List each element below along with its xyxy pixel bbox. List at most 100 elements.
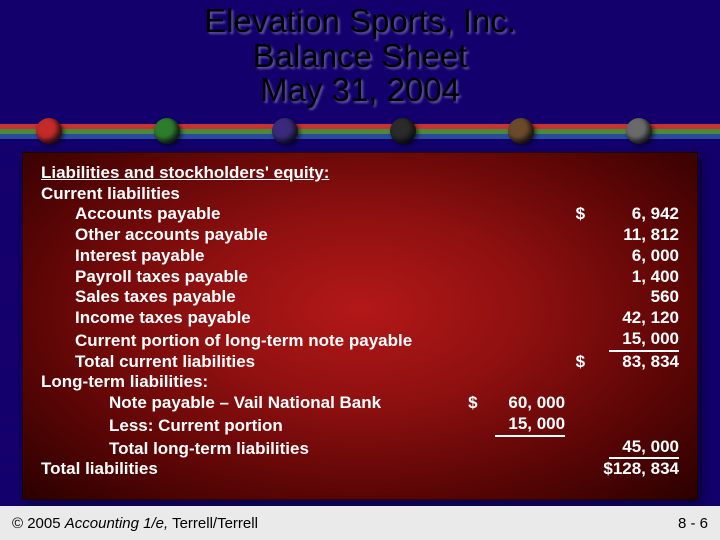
row-label: Income taxes payable: [41, 308, 458, 329]
amount-col-2: 1, 400: [585, 267, 679, 288]
row-label: Total current liabilities: [41, 352, 458, 373]
amount-col-2: 15, 000: [585, 329, 679, 352]
currency-symbol: [458, 246, 478, 267]
stripe-dot: [390, 118, 416, 144]
amount-col-1: 60, 000: [478, 393, 566, 414]
currency-symbol: [458, 287, 478, 308]
amount-col-1: [478, 246, 566, 267]
amount-col-2: [585, 184, 679, 205]
copyright-title: Accounting 1/e,: [65, 515, 168, 532]
amount-col-1: [478, 459, 566, 480]
amount-col-2: 11, 812: [585, 225, 679, 246]
row-label: Less: Current portion: [41, 414, 458, 437]
copyright-authors: Terrell/Terrell: [168, 515, 258, 532]
row-label: Total liabilities: [41, 459, 458, 480]
row-label: Interest payable: [41, 246, 458, 267]
amount-col-1: [478, 308, 566, 329]
table-row: Total liabilities $128, 834: [41, 459, 679, 480]
currency-symbol: [458, 414, 478, 437]
stripe-dot: [154, 118, 180, 144]
currency-symbol: [565, 414, 585, 437]
table-row: Other accounts payable 11, 812: [41, 225, 679, 246]
stripe-dot: [508, 118, 534, 144]
row-label: Current portion of long-term note payabl…: [41, 329, 458, 352]
currency-symbol: [458, 437, 478, 460]
currency-symbol: [458, 372, 478, 393]
currency-symbol: [565, 287, 585, 308]
amount-col-2: 83, 834: [585, 352, 679, 373]
section-header: Liabilities and stockholders' equity:: [41, 163, 679, 184]
stripe-bar: [0, 134, 720, 139]
row-label: Long-term liabilities:: [41, 372, 458, 393]
currency-symbol: $: [565, 204, 585, 225]
currency-symbol: $: [458, 393, 478, 414]
row-label: Total long-term liabilities: [41, 437, 458, 460]
stripe-dot: [272, 118, 298, 144]
amount-col-1: [478, 267, 566, 288]
table-row: Total current liabilities $83, 834: [41, 352, 679, 373]
currency-symbol: [458, 459, 478, 480]
amount-col-2: [585, 393, 679, 414]
table-row: Long-term liabilities:: [41, 372, 679, 393]
row-label: Accounts payable: [41, 204, 458, 225]
currency-symbol: [565, 329, 585, 352]
amount-col-2: 560: [585, 287, 679, 308]
amount-col-1: 15, 000: [478, 414, 566, 437]
currency-symbol: [458, 204, 478, 225]
currency-symbol: [565, 184, 585, 205]
title-line-3: May 31, 2004: [0, 73, 720, 108]
balance-sheet-panel: Liabilities and stockholders' equity:Cur…: [22, 152, 698, 500]
currency-symbol: $: [565, 352, 585, 373]
slide-title-block: Elevation Sports, Inc. Balance Sheet May…: [0, 0, 720, 108]
currency-symbol: [458, 184, 478, 205]
amount-col-1: [478, 329, 566, 352]
table-row: Current liabilities: [41, 184, 679, 205]
title-line-1: Elevation Sports, Inc.: [0, 4, 720, 39]
copyright-prefix: © 2005: [12, 515, 65, 532]
amount-col-2: [585, 372, 679, 393]
currency-symbol: [565, 246, 585, 267]
table-row: Sales taxes payable 560: [41, 287, 679, 308]
currency-symbol: [565, 225, 585, 246]
amount-col-2: [585, 414, 679, 437]
row-label: Payroll taxes payable: [41, 267, 458, 288]
row-label: Other accounts payable: [41, 225, 458, 246]
currency-symbol: [458, 329, 478, 352]
title-line-2: Balance Sheet: [0, 39, 720, 74]
amount-col-1: [478, 184, 566, 205]
amount-col-1: [478, 204, 566, 225]
currency-symbol: [458, 225, 478, 246]
decorative-stripe: [0, 114, 720, 148]
currency-symbol: [458, 267, 478, 288]
currency-symbol: [565, 372, 585, 393]
amount-col-1: [478, 437, 566, 460]
slide-footer: © 2005 Accounting 1/e, Terrell/Terrell 8…: [0, 506, 720, 540]
amount-col-2: $128, 834: [585, 459, 679, 480]
amount-col-1: [478, 225, 566, 246]
table-row: Accounts payable $6, 942: [41, 204, 679, 225]
currency-symbol: [565, 267, 585, 288]
stripe-dot: [626, 118, 652, 144]
currency-symbol: [565, 308, 585, 329]
table-row: Interest payable 6, 000: [41, 246, 679, 267]
table-row: Current portion of long-term note payabl…: [41, 329, 679, 352]
currency-symbol: [565, 393, 585, 414]
row-label: Sales taxes payable: [41, 287, 458, 308]
copyright: © 2005 Accounting 1/e, Terrell/Terrell: [12, 515, 258, 532]
row-label: Note payable – Vail National Bank: [41, 393, 458, 414]
amount-col-2: 6, 942: [585, 204, 679, 225]
amount-col-2: 6, 000: [585, 246, 679, 267]
table-row: Less: Current portion 15, 000: [41, 414, 679, 437]
page-number: 8 - 6: [678, 515, 708, 532]
amount-col-1: [478, 352, 566, 373]
currency-symbol: [565, 459, 585, 480]
table-row: Note payable – Vail National Bank$60, 00…: [41, 393, 679, 414]
currency-symbol: [458, 352, 478, 373]
balance-sheet-table: Liabilities and stockholders' equity:Cur…: [41, 163, 679, 480]
row-label: Current liabilities: [41, 184, 458, 205]
amount-col-2: 45, 000: [585, 437, 679, 460]
amount-col-2: 42, 120: [585, 308, 679, 329]
amount-col-1: [478, 287, 566, 308]
table-row: Income taxes payable 42, 120: [41, 308, 679, 329]
stripe-dot: [36, 118, 62, 144]
